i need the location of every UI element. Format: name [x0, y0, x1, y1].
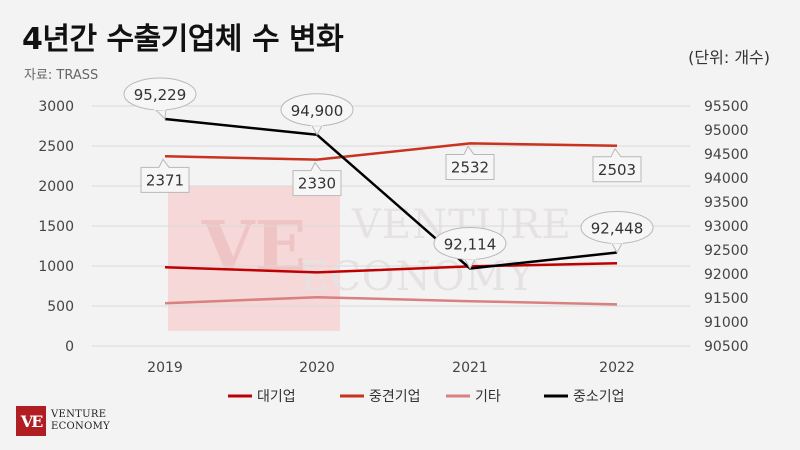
- logo-line-2: ECONOMY: [51, 421, 111, 432]
- y-left-tick-label: 500: [47, 299, 74, 315]
- y-left-tick-label: 3000: [38, 99, 74, 115]
- callout-joint: [464, 255, 476, 260]
- y-right-tick-label: 91000: [704, 315, 749, 331]
- data-label: 94,900: [291, 102, 344, 120]
- series-line-중소기업: [164, 117, 618, 270]
- data-label: 92,448: [591, 219, 644, 237]
- callout-box: [592, 147, 642, 183]
- callout-box: [292, 161, 342, 197]
- y-left-tick-label: 2500: [38, 139, 74, 155]
- source-note: 자료: TRASS: [24, 68, 99, 83]
- y-left-tick-label: 1500: [38, 219, 74, 235]
- data-label: 2330: [298, 175, 336, 193]
- series-line-중견기업: [164, 142, 618, 161]
- x-tick-label: 2019: [147, 360, 183, 376]
- y-right-tick-label: 95000: [704, 123, 749, 139]
- callout-box: [140, 158, 190, 193]
- unit-note: (단위: 개수): [688, 48, 770, 67]
- data-label: 2503: [598, 161, 636, 179]
- x-tick-label: 2021: [452, 360, 488, 376]
- y-right-tick-label: 93500: [704, 195, 749, 211]
- logo-wordmark: VENTURE ECONOMY: [51, 409, 110, 433]
- legend-item-대기업: 대기업: [228, 389, 296, 405]
- x-tick-label: 2022: [599, 360, 635, 376]
- series-line-대기업: [164, 261, 618, 274]
- data-label: 2532: [451, 158, 489, 176]
- y-right-tick-label: 90500: [704, 339, 749, 355]
- y-right-tick-label: 94500: [704, 147, 749, 163]
- callout-joint: [154, 106, 166, 111]
- y-left-tick-label: 1000: [38, 259, 74, 275]
- legend-label: 중소기업: [573, 389, 625, 405]
- series-line-기타: [164, 295, 618, 306]
- data-callout: 92,114: [433, 227, 507, 270]
- data-callout: 2532: [445, 145, 495, 180]
- y-right-tick-label: 93000: [704, 219, 749, 235]
- data-callout: 2503: [592, 147, 642, 183]
- data-callout: 2330: [292, 161, 342, 197]
- callout-joint: [611, 239, 623, 244]
- y-right-tick-label: 92000: [704, 267, 749, 283]
- y-left-tick-label: 2000: [38, 179, 74, 195]
- watermark-block: [168, 186, 340, 331]
- y-right-tick-label: 95500: [704, 99, 749, 115]
- watermark-line-2: ECONOMY: [300, 254, 535, 300]
- y-left-tick-label: 0: [65, 339, 74, 355]
- y-right-tick-label: 94000: [704, 171, 749, 187]
- legend-label: 중견기업: [369, 389, 421, 405]
- legend-label: 대기업: [257, 389, 296, 405]
- legend-label: 기타: [475, 389, 501, 405]
- y-right-tick-label: 91500: [704, 291, 749, 307]
- data-label: 2371: [146, 171, 184, 189]
- data-callout: 95,229: [123, 77, 197, 121]
- data-callout: 94,900: [280, 93, 354, 136]
- legend-item-중소기업: 중소기업: [544, 389, 625, 405]
- data-callout: 2371: [140, 158, 190, 193]
- chart-title: 4년간 수출기업체 수 변화: [22, 22, 344, 57]
- data-label: 92,114: [444, 236, 497, 254]
- y-right-tick-label: 92500: [704, 243, 749, 259]
- callout-box: [445, 145, 495, 180]
- watermark-monogram: VE: [201, 207, 307, 287]
- logo-line-1: VENTURE: [51, 409, 107, 420]
- footer-logo: VE VENTURE ECONOMY: [16, 406, 110, 436]
- x-tick-label: 2020: [299, 360, 335, 376]
- legend-item-중견기업: 중견기업: [340, 389, 421, 405]
- logo-mark: VE: [16, 406, 46, 436]
- data-label: 95,229: [134, 86, 187, 104]
- callout-joint: [311, 121, 323, 126]
- data-callout: 92,448: [580, 210, 654, 254]
- legend-item-기타: 기타: [446, 389, 501, 405]
